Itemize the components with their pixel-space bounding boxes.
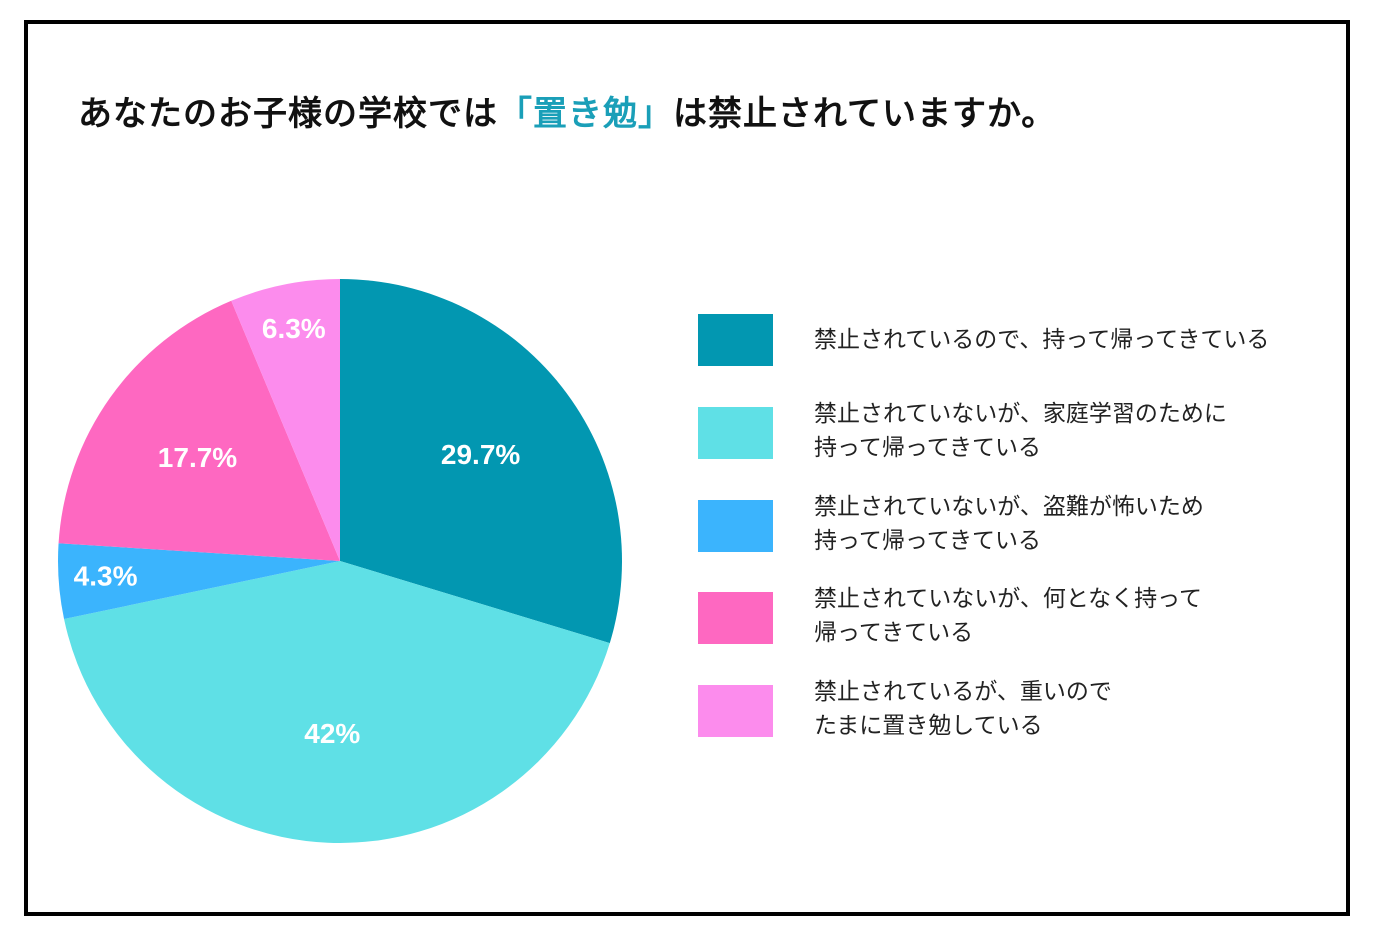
- legend-label-4: 禁止されているが、重いので たまに置き勉している: [814, 679, 1112, 739]
- slice-value-label-3: 17.7%: [158, 442, 237, 473]
- legend-item-3: 禁止されていないが、何となく持って 帰ってきている: [698, 586, 1338, 672]
- legend-item-4: 禁止されているが、重いので たまに置き勉している: [698, 679, 1338, 765]
- slice-value-label-2: 4.3%: [74, 560, 138, 591]
- legend-swatch-4: [698, 685, 773, 737]
- chart-title: あなたのお子様の学校では「置き勉」は禁止されていますか。: [78, 86, 1056, 135]
- pie-slice-2: [58, 543, 341, 620]
- legend-swatch-2: [698, 500, 773, 552]
- legend-swatch-1: [698, 407, 773, 459]
- legend-item-2: 禁止されていないが、盗難が怖いため 持って帰ってきている: [698, 494, 1338, 580]
- legend-swatch-0: [698, 314, 773, 366]
- legend-swatch-3: [698, 592, 773, 644]
- legend-item-0: 禁止されているので、持って帰ってきている: [698, 314, 1338, 394]
- legend-label-1: 禁止されていないが、家庭学習のために 持って帰ってきている: [814, 401, 1227, 461]
- title-highlight: 「置き勉」: [498, 94, 673, 134]
- slice-value-label-1: 42%: [304, 718, 360, 749]
- legend-label-2: 禁止されていないが、盗難が怖いため 持って帰ってきている: [814, 494, 1204, 554]
- pie-slice-1: [64, 561, 610, 843]
- legend-label-0: 禁止されているので、持って帰ってきている: [814, 327, 1270, 353]
- legend-label-3: 禁止されていないが、何となく持って 帰ってきている: [814, 586, 1203, 646]
- slice-value-label-4: 6.3%: [262, 313, 326, 344]
- legend-item-1: 禁止されていないが、家庭学習のために 持って帰ってきている: [698, 401, 1338, 487]
- pie-slice-0: [340, 279, 622, 644]
- slice-value-label-0: 29.7%: [441, 439, 520, 470]
- pie-slice-4: [231, 279, 340, 561]
- pie-slice-3: [58, 300, 341, 561]
- title-pre: あなたのお子様の学校では: [78, 94, 498, 134]
- title-post: は禁止されていますか。: [673, 94, 1057, 134]
